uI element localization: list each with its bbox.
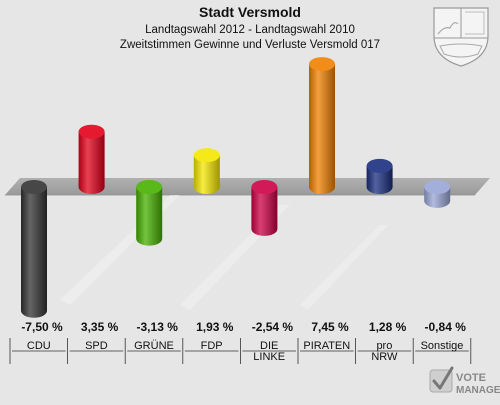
value-label: 7,45 %	[311, 320, 349, 334]
checkmark-icon	[429, 366, 454, 393]
bar-body	[78, 131, 105, 194]
category-label: Sonstige	[421, 340, 464, 352]
category-label: GRÜNE	[134, 340, 174, 352]
bar-cap	[21, 180, 47, 194]
value-label: -2,54 %	[252, 320, 294, 334]
category-label: FDP	[201, 340, 223, 352]
bar-body	[193, 155, 220, 194]
bar-body	[251, 187, 278, 236]
bar-cdu	[21, 180, 47, 318]
bar-spd	[78, 124, 105, 194]
bar-body	[366, 165, 393, 194]
category-label: PIRATEN	[303, 340, 350, 352]
chart-subtitle: Landtagswahl 2012 - Landtagswahl 2010	[145, 24, 355, 36]
bar-body	[21, 187, 47, 318]
coat-of-arms-icon	[433, 7, 489, 67]
value-labels: -7,50 % 3,35 % -3,13 % 1,93 % -2,54 % 7,45 % 1…	[21, 320, 466, 334]
bar-fdp	[193, 148, 220, 194]
bar-body	[136, 187, 163, 246]
logo-text-top: VOTE	[456, 372, 486, 384]
vote-manager-logo: VOTE MANAGER	[429, 366, 500, 396]
value-label: -3,13 %	[137, 320, 179, 334]
value-label: 1,93 %	[196, 320, 234, 334]
bar-cap	[366, 158, 393, 173]
value-label: 1,28 %	[369, 320, 407, 334]
chart-title: Stadt Versmold	[199, 4, 301, 20]
shadow-streaks	[60, 195, 388, 310]
bar-piraten	[309, 57, 335, 194]
zero-plate	[5, 178, 490, 196]
bar-cap	[251, 180, 278, 194]
category-label: DIE LINKE	[253, 340, 285, 363]
bars	[21, 57, 451, 318]
bar-grüne	[136, 180, 163, 246]
logo-text-bottom: MANAGER	[456, 385, 500, 396]
bar-sonstige	[424, 180, 451, 208]
value-label: -7,50 %	[21, 320, 63, 334]
category-labels: CDU SPD GRÜNE FDP DIE LINKE PIRATEN pro NRW Sonst…	[9, 338, 472, 364]
value-label: -0,84 %	[425, 320, 467, 334]
bar-cap	[193, 148, 220, 163]
bar-die-linke	[251, 180, 278, 236]
category-label: pro NRW	[371, 340, 398, 363]
value-label: 3,35 %	[81, 320, 119, 334]
chart-subtitle-2: Zweitstimmen Gewinne und Verluste Versmo…	[120, 39, 380, 51]
category-label: SPD	[85, 340, 108, 352]
category-label: CDU	[27, 340, 51, 352]
bar-cap	[78, 124, 105, 139]
bar-cap	[309, 57, 335, 72]
bar-body	[309, 64, 335, 194]
bar-cap	[424, 180, 451, 194]
bar-cap	[136, 180, 163, 194]
bar-pro-nrw	[366, 158, 393, 194]
